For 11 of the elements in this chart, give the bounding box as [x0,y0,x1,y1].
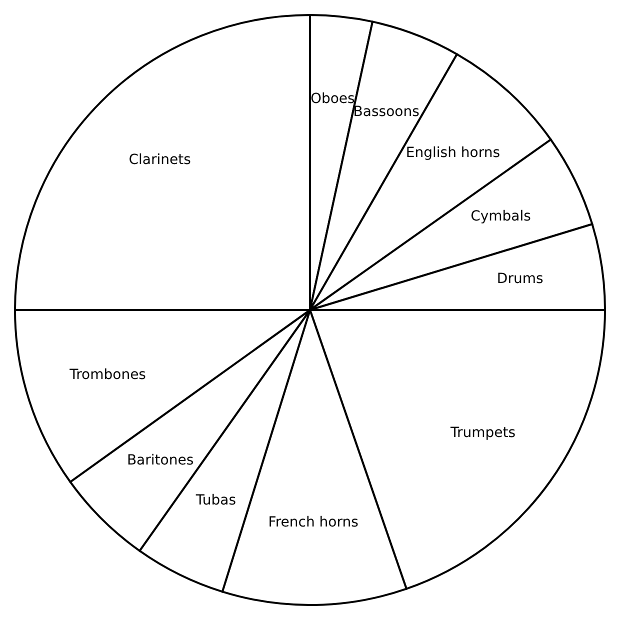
slice-label: Tubas [194,492,236,508]
slice-label: Baritones [126,452,194,469]
slice-label: Oboes [310,90,355,107]
slice-label: French horns [268,514,358,530]
slice-label: Clarinets [128,152,191,168]
slice-label: Trumpets [449,425,516,442]
slice-label: Drums [496,270,544,287]
slice-label: English horns [406,144,500,161]
slice-label: Cymbals [470,208,531,225]
slice-label: Trombones [68,367,146,383]
slice-label: Bassoons [353,104,420,120]
